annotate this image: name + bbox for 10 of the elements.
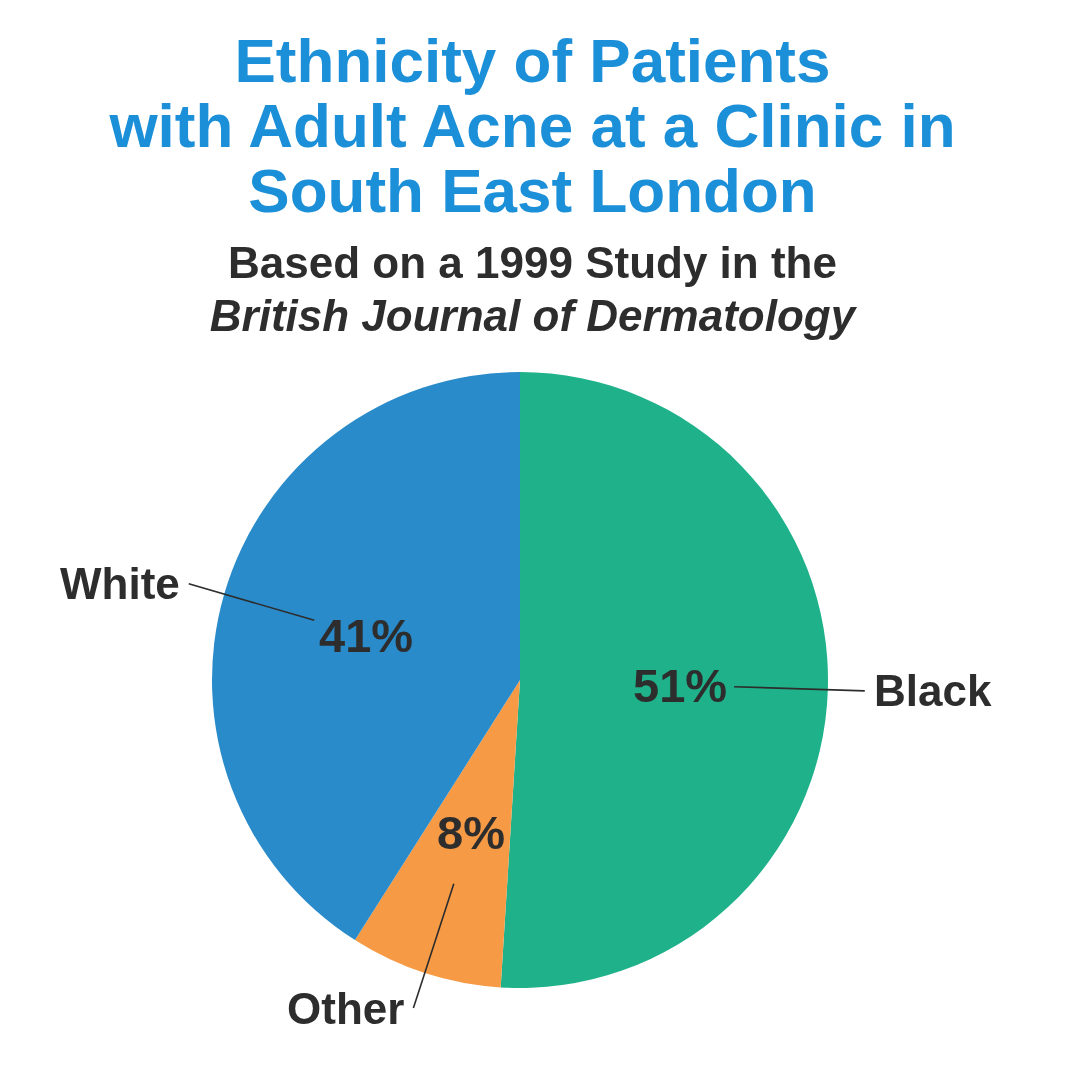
- pie-slice: [212, 372, 520, 941]
- pie-slice: [354, 680, 520, 988]
- chart-title: Ethnicity of Patients with Adult Acne at a Clinic in South East London: [108, 26, 957, 225]
- slice-label: White: [60, 559, 180, 608]
- slice-label: Black: [874, 666, 992, 715]
- data-label: 51%: [633, 659, 728, 712]
- slice-label: Other: [287, 984, 405, 1033]
- data-label: 41%: [319, 609, 414, 662]
- data-label: 8%: [437, 806, 505, 859]
- chart-subtitle: Based on a 1999 Study in the British Journal of Dermatology: [208, 237, 858, 342]
